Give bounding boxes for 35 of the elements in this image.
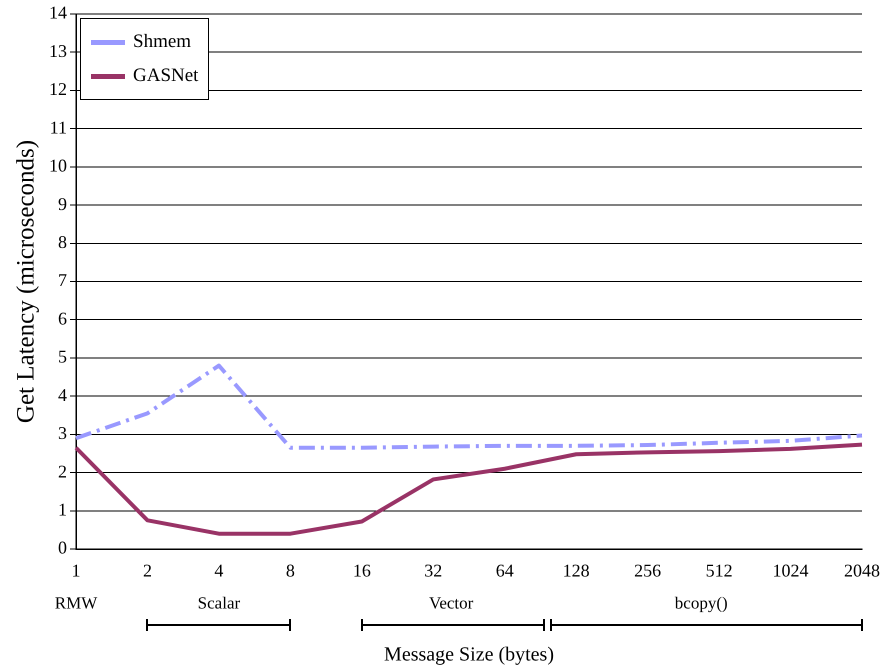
text: RMW	[54, 593, 98, 612]
y-tick-label: 3	[58, 423, 67, 444]
legend-label: Shmem	[133, 31, 192, 53]
y-tick-label: 12	[49, 79, 67, 100]
y-tick-label: 6	[58, 308, 67, 328]
y-tick-label: 5	[58, 346, 67, 367]
x-tick-label: 2048	[844, 560, 880, 581]
y-tick-label: 2	[58, 461, 67, 482]
y-axis-title: Get Latency (microseconds)	[12, 140, 40, 424]
text: bcopy()	[674, 593, 728, 612]
y-tick-label: 8	[58, 232, 67, 252]
y-tick-label: 1	[58, 500, 67, 520]
x-tick-label: 8	[286, 560, 295, 581]
y-tick-label: 9	[58, 194, 67, 214]
x-tick-label: 128	[562, 560, 590, 581]
x-tick-label: 256	[634, 560, 662, 581]
x-tick-label: 512	[706, 560, 733, 581]
text: Vector	[428, 593, 474, 612]
x-tick-label: 4	[214, 560, 224, 581]
x-tick-label: 64	[496, 560, 514, 581]
y-tick-label: 10	[49, 156, 67, 176]
x-tick-label: 1024	[772, 560, 809, 581]
text: Scalar	[198, 593, 240, 612]
legend-label: GASNet	[133, 65, 198, 87]
y-tick-label: 13	[49, 40, 67, 61]
y-tick-label: 0	[58, 538, 67, 558]
x-tick-label: 16	[352, 560, 371, 581]
y-tick-label: 11	[50, 117, 67, 138]
x-axis-title: Message Size (bytes)	[384, 643, 554, 666]
x-tick-label: 2	[142, 560, 152, 581]
x-tick-label: 1	[72, 560, 80, 581]
x-tick-label: 32	[424, 560, 442, 581]
y-tick-label: 4	[58, 384, 67, 405]
y-tick-label: 14	[49, 2, 67, 23]
y-tick-label: 7	[58, 270, 67, 290]
